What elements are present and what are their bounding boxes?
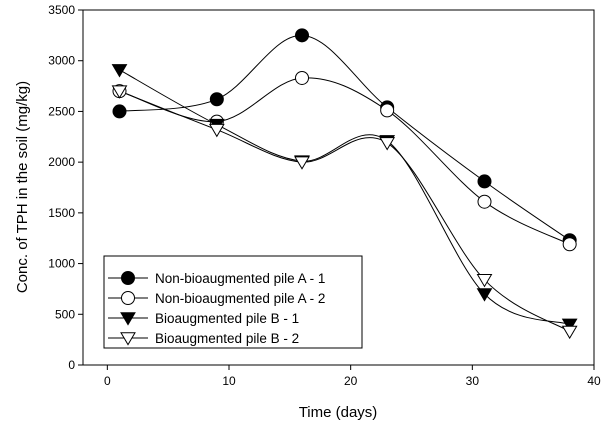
- legend-label: Non-bioaugmented pile A - 1: [155, 271, 325, 286]
- series-3-point: [561, 318, 578, 333]
- y-tick-label: 2500: [48, 104, 75, 118]
- legend-marker: [120, 312, 136, 326]
- y-axis-label: Conc. of TPH in the soil (mg/kg): [14, 81, 31, 293]
- series-1-point: [112, 104, 127, 119]
- plot-frame: [82, 9, 595, 366]
- y-tick-label: 3000: [48, 54, 75, 68]
- series-2-point: [477, 194, 492, 209]
- y-tick-label: 2000: [48, 155, 75, 169]
- series-2-point: [380, 103, 395, 118]
- x-axis-label: Time (days): [299, 404, 378, 421]
- x-tick-label: 40: [587, 374, 601, 388]
- x-tick-label: 20: [344, 374, 358, 388]
- plot-area: [82, 9, 595, 366]
- x-tick-label: 30: [466, 374, 480, 388]
- y-tick-label: 500: [55, 307, 75, 321]
- series-1-point: [477, 174, 492, 189]
- series-1-point: [209, 92, 224, 107]
- legend-box: [103, 255, 363, 349]
- legend-label: Bioaugmented pile B - 2: [155, 331, 299, 346]
- legend-marker: [120, 332, 136, 346]
- legend: Non-bioaugmented pile A - 1 Non-bioaugmen…: [103, 255, 363, 349]
- x-tick-label: 0: [104, 374, 111, 388]
- series-2-line: [119, 77, 570, 245]
- series-3-point: [476, 288, 493, 302]
- series-1-line: [119, 34, 570, 241]
- legend-marker: [121, 271, 135, 285]
- series-markers: [111, 28, 578, 340]
- legend-label: Bioaugmented pile B - 1: [155, 311, 299, 326]
- legend-marker: [121, 291, 135, 305]
- series-4-point: [379, 137, 396, 151]
- series-1-point: [295, 28, 309, 43]
- series-4-point: [561, 325, 578, 340]
- y-tick-label: 1500: [48, 206, 75, 220]
- series-4-point: [476, 274, 493, 288]
- series-4-point: [294, 156, 310, 170]
- y-tick-label: 0: [68, 358, 75, 372]
- legend-label: Non-bioaugmented pile A - 2: [155, 291, 325, 306]
- series-3-point: [111, 64, 128, 78]
- series-2-point: [562, 237, 577, 252]
- series-4-point: [208, 123, 225, 138]
- series-2-point: [295, 70, 309, 85]
- series-4-line: [119, 90, 570, 332]
- x-tick-label: 10: [222, 374, 236, 388]
- series-4-point: [111, 85, 128, 99]
- axis-ticks: 0 10 20 30 40 0 500 1000 1500 2000 2500 3000 3500: [48, 3, 601, 388]
- y-tick-label: 3500: [48, 3, 75, 17]
- y-tick-label: 1000: [48, 257, 75, 271]
